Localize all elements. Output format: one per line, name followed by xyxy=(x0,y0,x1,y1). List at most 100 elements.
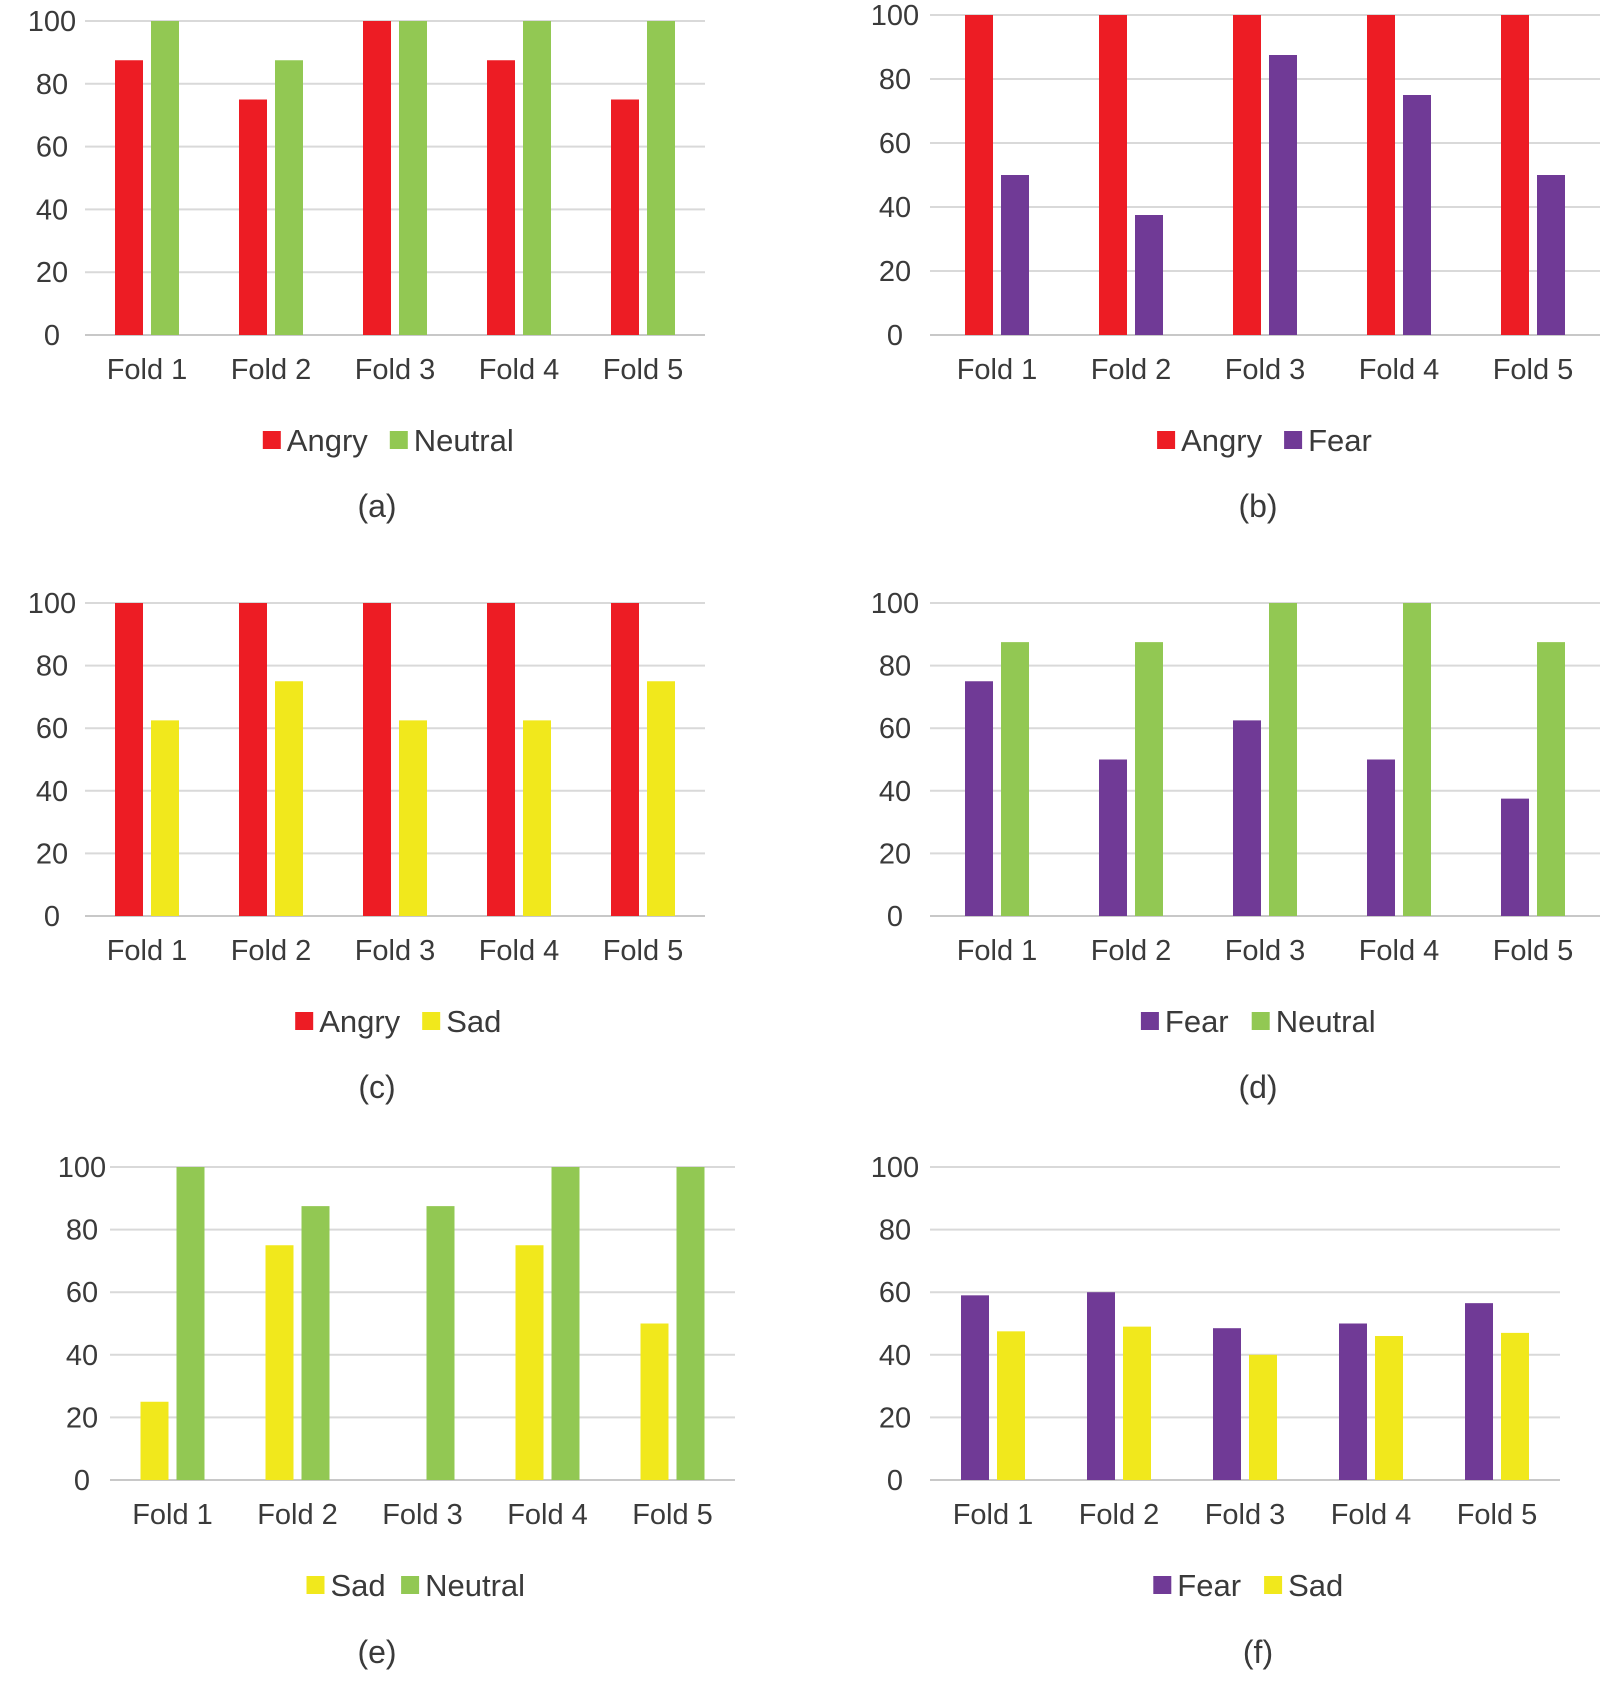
legend-label-angry: Angry xyxy=(319,1004,400,1039)
bar-sad-fold-2 xyxy=(1123,1326,1151,1480)
legend-swatch-fear xyxy=(1140,1012,1159,1030)
bar-fear-fold-5 xyxy=(1501,798,1529,916)
y-tick-label: 80 xyxy=(879,64,911,96)
y-tick-label: 60 xyxy=(66,1277,98,1309)
y-tick-label: 80 xyxy=(879,651,911,683)
x-tick-label: Fold 5 xyxy=(1493,935,1574,967)
legend-label-fear: Fear xyxy=(1177,1568,1241,1603)
bar-sad-fold-2 xyxy=(275,681,303,916)
y-tick-label: 0 xyxy=(74,1465,90,1497)
y-tick-label: 80 xyxy=(36,69,68,101)
legend-label-sad: Sad xyxy=(1288,1568,1343,1603)
x-tick-label: Fold 1 xyxy=(953,1499,1034,1531)
y-tick-label: 100 xyxy=(871,1152,919,1184)
y-tick-label: 40 xyxy=(36,776,68,808)
chart-panel-b: 0 20 40 60 80 100 Fold 1 Fold 2 Fold 3 Fold 4 Fold… xyxy=(871,0,1600,524)
bar-angry-fold-3 xyxy=(363,21,391,335)
bar-neutral-fold-2 xyxy=(275,60,303,335)
bar-fear-fold-3 xyxy=(1269,55,1297,335)
bar-neutral-fold-1 xyxy=(1001,642,1029,916)
panel-caption: (c) xyxy=(358,1069,395,1105)
x-tick-label: Fold 3 xyxy=(1225,935,1306,967)
bar-angry-fold-1 xyxy=(115,603,143,916)
y-tick-label: 80 xyxy=(66,1215,98,1247)
y-tick-label: 0 xyxy=(887,1465,903,1497)
x-tick-label: Fold 1 xyxy=(957,935,1038,967)
y-tick-label: 20 xyxy=(879,256,911,288)
y-tick-label: 20 xyxy=(36,257,68,289)
bar-fear-fold-4 xyxy=(1367,759,1395,916)
x-tick-label: Fold 1 xyxy=(107,935,188,967)
x-tick-label: Fold 1 xyxy=(957,354,1038,386)
bar-fear-fold-3 xyxy=(1233,720,1261,916)
chart-panel-c: 0 20 40 60 80 100 Fold 1 Fold 2 Fold 3 Fold 4 Fold… xyxy=(28,588,705,1105)
y-tick-label: 100 xyxy=(28,588,76,620)
bar-neutral-fold-5 xyxy=(647,21,675,335)
bar-angry-fold-2 xyxy=(239,99,267,335)
bar-sad-fold-1 xyxy=(997,1331,1025,1480)
legend-swatch-fear xyxy=(1284,431,1303,449)
bar-fear-fold-1 xyxy=(1001,175,1029,335)
x-tick-label: Fold 4 xyxy=(1359,935,1440,967)
bar-fear-fold-5 xyxy=(1465,1303,1493,1480)
bar-fear-fold-4 xyxy=(1339,1323,1367,1480)
bar-sad-fold-5 xyxy=(640,1323,669,1480)
bar-neutral-fold-1 xyxy=(176,1167,205,1480)
panel-caption: (e) xyxy=(357,1634,396,1670)
bar-angry-fold-5 xyxy=(611,603,639,916)
bar-fear-fold-1 xyxy=(965,681,993,916)
y-tick-label: 60 xyxy=(36,713,68,745)
legend-label-neutral: Neutral xyxy=(1276,1004,1376,1039)
y-tick-label: 0 xyxy=(887,320,903,352)
legend-label-angry: Angry xyxy=(287,423,368,458)
x-tick-label: Fold 2 xyxy=(1091,935,1172,967)
y-tick-label: 40 xyxy=(66,1340,98,1372)
legend-label-neutral: Neutral xyxy=(425,1568,525,1603)
y-tick-label: 0 xyxy=(887,901,903,933)
bar-angry-fold-3 xyxy=(1233,15,1261,335)
legend-swatch-sad xyxy=(1264,1576,1283,1594)
bar-fear-fold-1 xyxy=(961,1295,989,1480)
y-tick-label: 40 xyxy=(36,194,68,226)
bar-neutral-fold-4 xyxy=(551,1167,580,1480)
bar-sad-fold-3 xyxy=(399,720,427,916)
bar-neutral-fold-5 xyxy=(676,1167,705,1480)
x-tick-label: Fold 2 xyxy=(231,354,312,386)
y-tick-label: 80 xyxy=(36,651,68,683)
x-tick-label: Fold 2 xyxy=(257,1499,338,1531)
x-tick-label: Fold 5 xyxy=(632,1499,713,1531)
bar-angry-fold-4 xyxy=(487,603,515,916)
bar-angry-fold-1 xyxy=(115,60,143,335)
legend-label-neutral: Neutral xyxy=(414,423,514,458)
legend-swatch-neutral xyxy=(389,431,408,449)
bar-fear-fold-2 xyxy=(1135,215,1163,335)
legend-label-sad: Sad xyxy=(331,1568,386,1603)
x-tick-label: Fold 5 xyxy=(1457,1499,1538,1531)
bar-sad-fold-4 xyxy=(1375,1336,1403,1480)
legend-swatch-angry xyxy=(1157,431,1176,449)
y-tick-label: 80 xyxy=(879,1215,911,1247)
bar-neutral-fold-4 xyxy=(523,21,551,335)
bar-sad-fold-5 xyxy=(1501,1332,1529,1480)
y-tick-label: 20 xyxy=(879,838,911,870)
x-tick-label: Fold 5 xyxy=(603,354,684,386)
bar-fear-fold-2 xyxy=(1099,759,1127,916)
bar-sad-fold-5 xyxy=(647,681,675,916)
bar-neutral-fold-5 xyxy=(1537,642,1565,916)
bar-sad-fold-1 xyxy=(140,1401,169,1480)
y-tick-label: 100 xyxy=(58,1152,106,1184)
x-tick-label: Fold 1 xyxy=(132,1499,213,1531)
panel-caption: (f) xyxy=(1243,1634,1273,1670)
legend-swatch-angry xyxy=(295,1012,314,1030)
bar-angry-fold-5 xyxy=(611,99,639,335)
bar-fear-fold-4 xyxy=(1403,95,1431,335)
legend-label-sad: Sad xyxy=(446,1004,501,1039)
y-tick-label: 60 xyxy=(879,1277,911,1309)
x-tick-label: Fold 4 xyxy=(1359,354,1440,386)
bar-neutral-fold-1 xyxy=(151,21,179,335)
x-tick-label: Fold 4 xyxy=(479,354,560,386)
x-tick-label: Fold 2 xyxy=(1091,354,1172,386)
y-tick-label: 60 xyxy=(36,132,68,164)
legend-swatch-sad xyxy=(306,1576,325,1594)
x-tick-label: Fold 4 xyxy=(1331,1499,1412,1531)
